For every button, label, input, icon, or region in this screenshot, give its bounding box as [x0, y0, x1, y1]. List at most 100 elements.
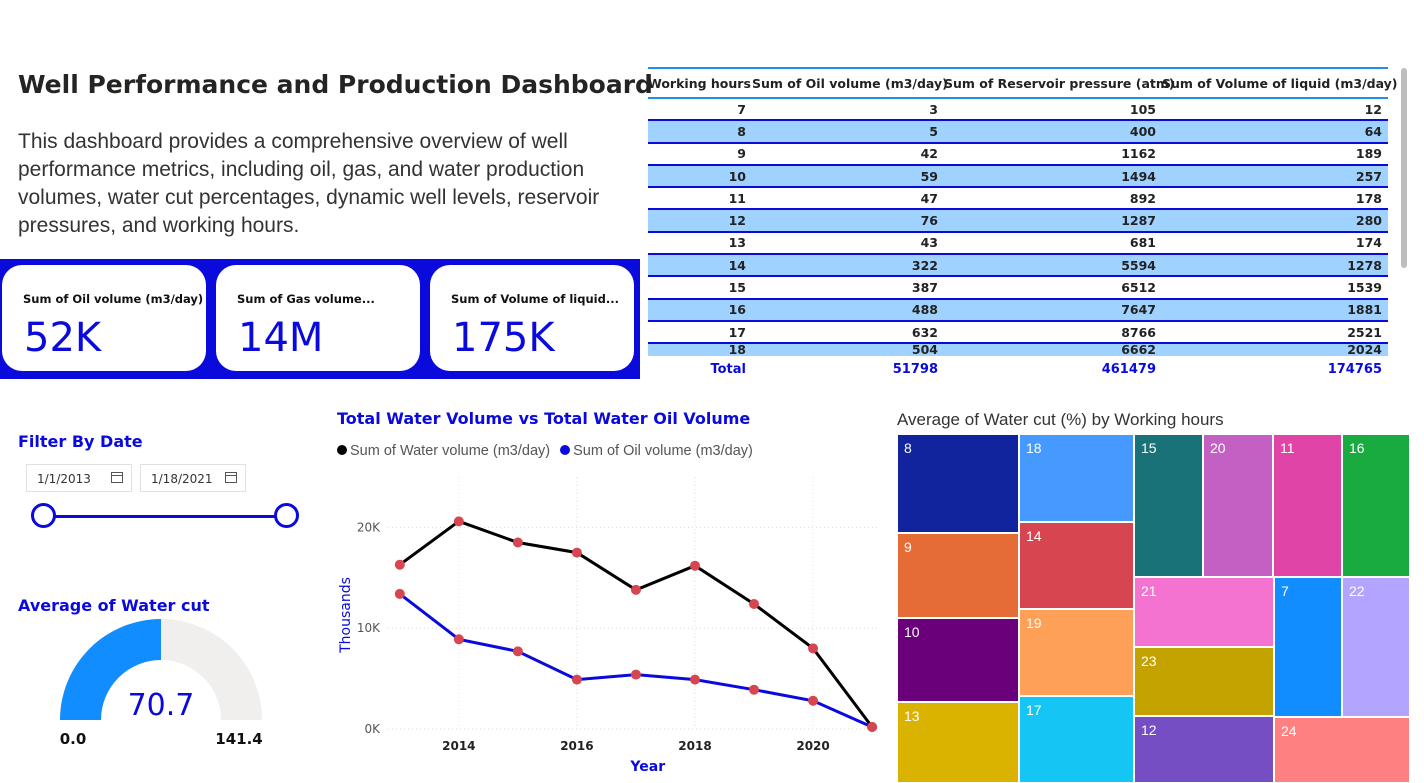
table-row[interactable]: 11 47 892 178 — [648, 187, 1388, 211]
treemap-tile-22[interactable]: 22 — [1342, 577, 1410, 717]
table-row[interactable]: 10 59 1494 257 — [648, 164, 1388, 189]
x-axis-label: Year — [629, 759, 665, 775]
start-date-input[interactable]: 1/1/2013 — [26, 464, 132, 492]
treemap-tile-21[interactable]: 21 — [1134, 577, 1274, 647]
treemap-tile-10[interactable]: 10 — [897, 618, 1019, 702]
table-cell: 16 — [648, 298, 752, 322]
treemap-tile-14[interactable]: 14 — [1019, 522, 1134, 609]
table-cell: 105 — [944, 98, 1162, 122]
table-row[interactable]: 16 488 7647 1881 — [648, 298, 1388, 322]
column-header-oil-volume[interactable]: Sum of Oil volume (m3/day) — [752, 67, 948, 99]
legend-water-label[interactable]: Sum of Water volume (m3/day) — [350, 443, 551, 459]
table-cell: 2024 — [1162, 343, 1388, 357]
column-header-liquid-volume[interactable]: Sum of Volume of liquid (m3/day) — [1162, 67, 1398, 99]
filter-title: Filter By Date — [18, 432, 143, 451]
end-date-input[interactable]: 1/18/2021 — [140, 464, 246, 492]
treemap-tile-23[interactable]: 23 — [1134, 647, 1274, 716]
treemap-tile-label: 12 — [1141, 722, 1157, 738]
kpi-label: Sum of Gas volume... — [237, 292, 375, 306]
table-cell: 14 — [648, 254, 752, 278]
x-tick-label: 2016 — [560, 739, 593, 753]
treemap-tile-label: 7 — [1281, 583, 1289, 599]
treemap-tile-17[interactable]: 17 — [1019, 696, 1134, 783]
table-cell: 322 — [752, 254, 944, 278]
calendar-icon[interactable] — [111, 472, 123, 483]
treemap-tile-label: 23 — [1141, 653, 1157, 669]
treemap-tile-24[interactable]: 24 — [1274, 717, 1410, 783]
data-point-oil[interactable] — [808, 695, 819, 706]
water-cut-gauge: 70.7 0.0 141.4 — [60, 619, 263, 748]
treemap-tile-label: 15 — [1141, 440, 1157, 456]
treemap-tile-20[interactable]: 20 — [1203, 434, 1273, 577]
gauge-fill — [60, 619, 161, 720]
data-point-water[interactable] — [808, 643, 819, 654]
data-point-oil[interactable] — [394, 588, 405, 599]
data-point-water[interactable] — [749, 599, 760, 610]
data-point-water[interactable] — [689, 560, 700, 571]
treemap-tile-label: 19 — [1026, 615, 1042, 631]
treemap-tile-label: 11 — [1280, 440, 1295, 456]
treemap-tile-11[interactable]: 11 — [1273, 434, 1342, 577]
treemap-tile-19[interactable]: 19 — [1019, 609, 1134, 696]
treemap-tile-8[interactable]: 8 — [897, 434, 1019, 533]
table-cell: 10 — [648, 164, 752, 189]
table-row[interactable]: 7 3 105 12 — [648, 98, 1388, 122]
treemap-tile-12[interactable]: 12 — [1134, 716, 1274, 783]
series-line-oil — [398, 592, 873, 729]
table-total-row: Total 51798 461479 174765 — [648, 362, 1388, 382]
data-point-water[interactable] — [630, 584, 641, 595]
treemap-tile-label: 9 — [904, 539, 912, 555]
table-row[interactable]: 12 76 1287 280 — [648, 209, 1388, 233]
treemap-tile-13[interactable]: 13 — [897, 702, 1019, 783]
data-point-water[interactable] — [571, 547, 582, 558]
table-row[interactable]: 14 322 5594 1278 — [648, 254, 1388, 278]
total-liquid-volume: 174765 — [1327, 362, 1382, 377]
kpi-card-gas-volume[interactable]: Sum of Gas volume... 14M — [216, 265, 420, 371]
table-cell: 1539 — [1162, 276, 1388, 300]
table-row[interactable]: 8 5 400 64 — [648, 120, 1388, 144]
table-row[interactable]: 9 42 1162 189 — [648, 142, 1388, 166]
date-slider-start-handle[interactable] — [31, 503, 56, 528]
table-row[interactable]: 13 43 681 174 — [648, 231, 1388, 256]
table-row[interactable]: 18 504 6662 2024 — [648, 343, 1388, 357]
calendar-icon[interactable] — [225, 472, 237, 483]
data-point-water[interactable] — [512, 537, 523, 548]
treemap-tile-9[interactable]: 9 — [897, 533, 1019, 618]
treemap-tile-label: 8 — [904, 440, 912, 456]
column-header-reservoir-pressure[interactable]: Sum of Reservoir pressure (atm) — [944, 67, 1175, 99]
data-point-oil[interactable] — [689, 674, 700, 685]
gauge-value: 70.7 — [128, 688, 195, 723]
data-point-oil[interactable] — [749, 684, 760, 695]
data-point-oil[interactable] — [867, 721, 878, 732]
treemap-tile-7[interactable]: 7 — [1274, 577, 1342, 717]
treemap-tile-16[interactable]: 16 — [1342, 434, 1410, 577]
kpi-value: 175K — [452, 315, 555, 361]
y-tick-label: 10K — [357, 621, 381, 635]
date-slider-track[interactable] — [44, 515, 287, 518]
x-tick-label: 2014 — [442, 739, 475, 753]
data-point-oil[interactable] — [571, 674, 582, 685]
data-point-oil[interactable] — [630, 669, 641, 680]
treemap-tile-15[interactable]: 15 — [1134, 434, 1203, 577]
table-row[interactable]: 15 387 6512 1539 — [648, 276, 1388, 300]
table-row[interactable]: 17 632 8766 2521 — [648, 320, 1388, 345]
treemap-tile-18[interactable]: 18 — [1019, 434, 1134, 522]
legend-water-marker — [337, 445, 347, 455]
data-point-oil[interactable] — [453, 634, 464, 645]
table-cell: 8766 — [944, 320, 1162, 345]
data-point-water[interactable] — [453, 516, 464, 527]
date-slider-end-handle[interactable] — [274, 503, 299, 528]
treemap-tile-label: 21 — [1141, 583, 1157, 599]
data-point-oil[interactable] — [512, 646, 523, 657]
data-point-water[interactable] — [394, 559, 405, 570]
legend-oil-label[interactable]: Sum of Oil volume (m3/day) — [573, 443, 753, 459]
x-tick-label: 2018 — [678, 739, 711, 753]
table-cell: 17 — [648, 320, 752, 345]
column-header-working-hours[interactable]: Working hours — [648, 67, 752, 99]
kpi-card-liquid-volume[interactable]: Sum of Volume of liquid... 175K — [430, 265, 634, 371]
table-scrollbar[interactable] — [1401, 68, 1407, 268]
table-cell: 59 — [752, 164, 944, 189]
start-date-value: 1/1/2013 — [37, 472, 91, 486]
table-cell: 64 — [1162, 120, 1388, 144]
kpi-card-oil-volume[interactable]: Sum of Oil volume (m3/day) 52K — [2, 265, 206, 371]
